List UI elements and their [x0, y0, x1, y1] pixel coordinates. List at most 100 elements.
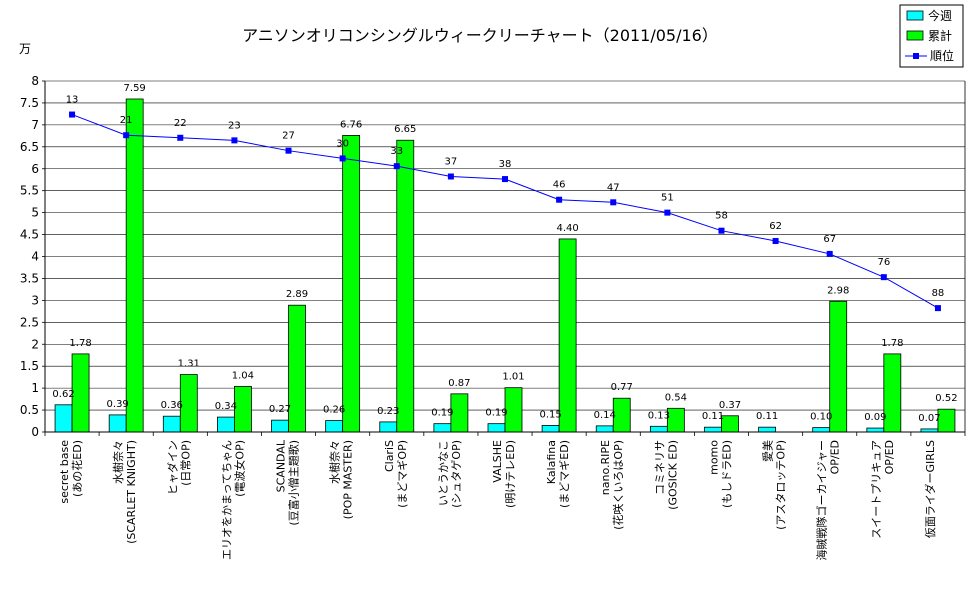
rank-label: 33	[390, 146, 403, 157]
y-tick-label: 0	[31, 425, 39, 439]
y-tick-label: 6.5	[20, 140, 39, 154]
bar-label-this-week: 0.27	[269, 404, 291, 415]
bar-label-this-week: 0.19	[485, 408, 507, 419]
y-tick-label: 3.5	[20, 271, 39, 285]
bar-this-week	[812, 427, 831, 433]
bar-label-cumulative: 2.89	[286, 289, 308, 300]
y-tick-label: 3	[31, 293, 39, 307]
rank-marker	[339, 155, 346, 162]
bar-label-this-week: 0.14	[594, 410, 616, 421]
bar-label-this-week: 0.13	[648, 410, 670, 421]
category-label-line: スイートプリキュア	[870, 440, 883, 539]
rank-label: 58	[715, 211, 728, 222]
bar-cumulative	[396, 139, 415, 433]
y-tick-label: 5.5	[20, 184, 39, 198]
category-label-line: (SCARLET KNIGHT)	[125, 440, 138, 544]
rank-label: 76	[877, 257, 890, 268]
rank-label: 23	[228, 120, 241, 131]
rank-label: 37	[445, 156, 458, 167]
rank-label: 47	[607, 182, 620, 193]
bar-this-week	[433, 423, 452, 433]
bar-label-this-week: 0.11	[702, 411, 724, 422]
category-label: 愛美 (アスタロッテOP)	[762, 440, 788, 530]
bar-label-this-week: 0.62	[52, 389, 74, 400]
bar-this-week	[379, 421, 398, 433]
bar-label-cumulative: 0.37	[719, 400, 741, 411]
bar-label-cumulative: 6.76	[340, 119, 362, 130]
rank-label: 30	[336, 138, 349, 149]
category-label: VALSHE (明けテレED)	[491, 440, 517, 508]
category-label: Kalafina (まどマギED)	[545, 440, 571, 508]
bar-cumulative	[558, 238, 577, 433]
category-label-line: ClariS	[383, 440, 396, 472]
rank-marker	[177, 134, 184, 141]
bar-this-week	[487, 423, 506, 433]
category-label-line: (GOSICK ED)	[666, 440, 679, 510]
bar-label-cumulative: 4.40	[556, 223, 578, 234]
rank-marker	[826, 250, 833, 257]
rank-marker	[772, 238, 779, 245]
bar-label-cumulative: 1.31	[178, 359, 200, 370]
y-tick-label: 4	[31, 250, 39, 264]
bar-label-this-week: 0.19	[431, 408, 453, 419]
category-label: エリオをかまってちゃん (電波女OP)	[220, 440, 246, 560]
rank-label: 46	[553, 180, 566, 191]
legend: 今週 累計 順位	[899, 4, 964, 68]
bar-label-this-week: 0.34	[215, 401, 237, 412]
rank-marker	[123, 132, 130, 139]
rank-marker	[610, 199, 617, 206]
legend-label-this-week: 今週	[928, 8, 952, 23]
y-axis-unit-label: 万	[19, 42, 31, 56]
category-label: nano.RIPE (花咲くいろはOP)	[599, 440, 625, 530]
category-label-line: 水樹奈々	[111, 440, 125, 484]
y-tick-label: 8	[31, 74, 39, 88]
y-tick-label: 1	[31, 381, 39, 395]
y-tick-label: 7.5	[20, 96, 39, 110]
category-label-line: (あの花ED)	[71, 440, 84, 497]
bar-label-this-week: 0.36	[161, 400, 183, 411]
category-label-line: (豆富小僧主題歌)	[287, 440, 301, 526]
category-label-line: ヒャダイン	[165, 440, 179, 495]
category-label: スイートプリキュア OP/ED	[870, 440, 896, 539]
category-label-line: (シュタゲOP)	[450, 440, 463, 508]
y-tick-label: 7	[31, 118, 39, 132]
grid-layer	[45, 80, 965, 411]
bar-label-cumulative: 1.78	[69, 338, 91, 349]
category-label-line: 水樹奈々	[328, 440, 342, 484]
bar-label-cumulative: 1.01	[502, 372, 524, 383]
rank-line-layer	[69, 111, 941, 312]
y-tick-label: 2.5	[20, 315, 39, 329]
category-label-line: いとうかなこ	[437, 440, 450, 506]
rank-label: 27	[282, 131, 295, 142]
bar-label-this-week: 0.15	[539, 409, 561, 420]
rank-marker	[502, 176, 508, 183]
category-label-line: (POP MASTER)	[342, 440, 355, 519]
bar-label-this-week: 0.39	[107, 399, 129, 410]
bar-this-week	[271, 419, 289, 433]
legend-swatch-this-week	[906, 10, 924, 21]
bar-label-cumulative: 7.59	[124, 83, 146, 94]
bar-this-week	[325, 420, 344, 433]
legend-label-cumulative: 累計	[928, 28, 952, 43]
legend-label-rank: 順位	[930, 48, 954, 63]
bar-this-week	[217, 416, 235, 433]
category-label: ヒャダイン (日常OP)	[165, 440, 192, 495]
category-label-line: momo	[707, 440, 720, 475]
category-label: ClariS (まどマギOP)	[383, 440, 409, 508]
bar-cumulative	[125, 98, 144, 433]
category-label-line: OP/ED	[829, 440, 842, 474]
rank-marker	[285, 147, 292, 154]
bar-this-week	[649, 425, 668, 433]
rank-label: 21	[120, 115, 133, 126]
category-label-line: VALSHE	[491, 440, 504, 483]
category-label: コミネリサ (GOSICK ED)	[653, 440, 679, 510]
category-label: 水樹奈々 (POP MASTER)	[328, 440, 355, 519]
bar-label-cumulative: 0.77	[611, 382, 633, 393]
rank-label: 38	[499, 159, 512, 170]
bar-label-this-week: 0.11	[756, 411, 778, 422]
bar-label-cumulative: 0.54	[665, 392, 687, 403]
bar-label-cumulative: 1.78	[881, 338, 903, 349]
bar-label-cumulative: 0.87	[448, 378, 470, 389]
rank-marker	[664, 209, 671, 216]
bar-label-this-week: 0.26	[323, 405, 345, 416]
